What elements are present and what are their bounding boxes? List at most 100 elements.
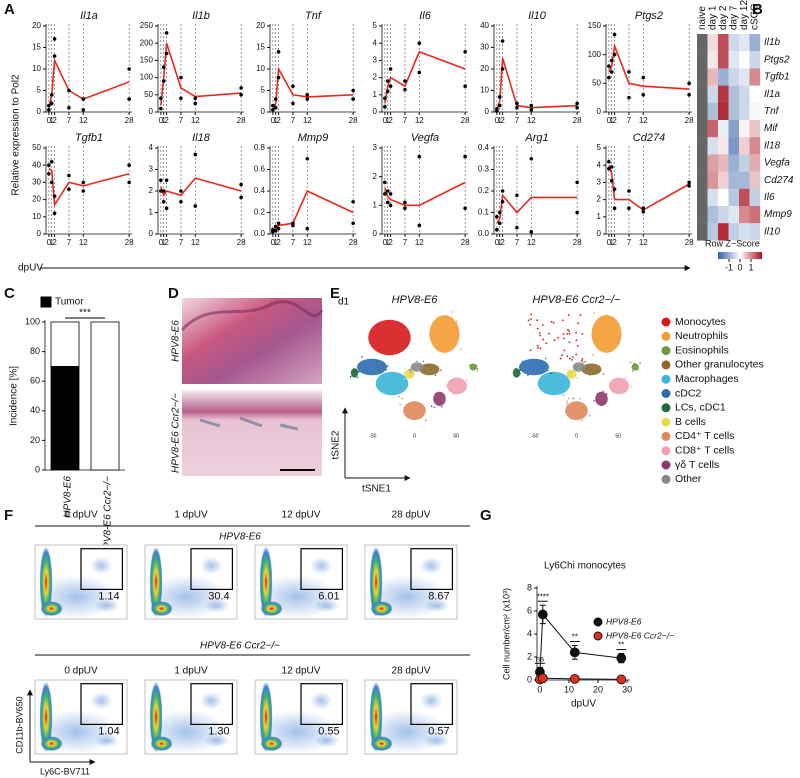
group-title: HPV8-E6 xyxy=(219,532,261,543)
cell-dot xyxy=(596,392,599,395)
cell-dot xyxy=(564,368,566,371)
cell-dot xyxy=(590,368,593,371)
legend-marker xyxy=(661,474,671,484)
legend-label: CD8⁺ T cells xyxy=(675,444,734,456)
significance-label: ** xyxy=(572,633,578,642)
heatmap-cell xyxy=(749,85,761,103)
data-point xyxy=(271,103,275,108)
cell-dot xyxy=(633,362,636,365)
legend-marker xyxy=(661,317,671,327)
data-point xyxy=(67,173,71,178)
x-tick-label: 0 xyxy=(159,116,164,125)
y-tick-label: 2 xyxy=(149,186,154,195)
density-blob xyxy=(313,734,340,748)
panel-label: G xyxy=(480,507,492,524)
x-tick-label: 0 xyxy=(271,116,276,125)
density-column xyxy=(149,546,163,618)
cell-dot xyxy=(583,361,585,363)
panel-label: F xyxy=(4,507,13,524)
y-tick-label: 100 xyxy=(25,316,40,326)
y-tick-label: 1 xyxy=(597,212,602,221)
data-point xyxy=(305,226,310,231)
x-axis-title: dpUV xyxy=(571,699,596,710)
data-point xyxy=(575,101,579,106)
data-point xyxy=(529,103,534,108)
data-point xyxy=(569,673,580,684)
cell-dot xyxy=(471,364,473,367)
legend-marker xyxy=(661,460,671,470)
cell-dot xyxy=(537,347,539,349)
plot-title: 12 dpUV xyxy=(282,510,321,521)
cell-dot xyxy=(567,397,570,400)
y-tick-label: 20 xyxy=(30,435,40,445)
cell-dot xyxy=(629,361,632,364)
heatmap-cell xyxy=(707,34,719,52)
column-label: naive xyxy=(697,6,708,30)
y-tick-label: 0.1 xyxy=(478,208,490,217)
data-point xyxy=(612,32,617,37)
gate-value: 0.55 xyxy=(318,726,339,738)
x-tick-label: 7 xyxy=(627,116,632,125)
x-tick-label: HPV8-E6 Ccr2−/− xyxy=(103,476,114,556)
cell-dot xyxy=(579,397,582,400)
cell-dot xyxy=(371,370,373,372)
cell-dot xyxy=(460,348,462,350)
density-blob xyxy=(40,601,63,617)
x-tick-label: 50 xyxy=(615,433,621,439)
tissue-texture xyxy=(180,300,324,332)
gate xyxy=(190,548,234,591)
x-tick-label: 0 xyxy=(575,433,578,439)
row-label: Vegfa xyxy=(764,158,790,169)
cluster xyxy=(404,369,415,379)
bar-segment xyxy=(90,321,120,471)
y-tick-label: 0 xyxy=(597,229,602,238)
cell-dot xyxy=(401,338,403,340)
axis-line xyxy=(157,24,244,113)
x-tick-label: 2 xyxy=(52,116,57,125)
plot-title: HPV8-E6 Ccr2−/− xyxy=(532,294,621,306)
cell-dot xyxy=(550,382,553,384)
cell-dot xyxy=(596,340,599,342)
cell-dot xyxy=(398,342,401,345)
y-tick-label: 50 xyxy=(32,143,41,152)
x-axis-title: tSNE1 xyxy=(362,484,391,495)
heatmap-cell xyxy=(718,188,729,207)
cell-dot xyxy=(571,356,574,359)
data-point xyxy=(239,195,243,200)
data-point xyxy=(500,189,505,193)
row-label: Tnf xyxy=(764,106,780,117)
cell-dot xyxy=(626,387,628,389)
heatmap-cell xyxy=(728,137,740,155)
y-tick-label: 5 xyxy=(597,143,602,152)
cluster xyxy=(609,377,629,395)
y-tick-label: 1 xyxy=(149,208,154,217)
x-tick-label: 0 xyxy=(495,116,500,125)
heatmap-cell xyxy=(697,120,708,138)
data-point xyxy=(463,84,467,88)
x-tick-label: 12 xyxy=(303,116,312,125)
heatmap-cell xyxy=(718,68,729,86)
data-point xyxy=(276,226,281,231)
mean-line xyxy=(496,58,578,111)
data-point xyxy=(641,209,646,214)
heatmap-cell xyxy=(749,102,761,121)
cell-dot xyxy=(594,369,597,372)
gate-population xyxy=(420,691,443,710)
histology-image xyxy=(182,298,322,384)
data-point xyxy=(641,75,646,80)
x-tick-label: 7 xyxy=(179,116,184,125)
y-tick-label: 0.2 xyxy=(254,208,266,217)
y-tick-label: 0.4 xyxy=(254,186,266,195)
x-tick-label: 2 xyxy=(164,116,169,125)
cell-dot xyxy=(538,332,541,334)
y-tick-label: 0.4 xyxy=(478,143,490,152)
data-point xyxy=(403,79,407,83)
y-tick-label: 1 xyxy=(373,90,378,99)
data-point xyxy=(383,192,387,196)
y-axis-title: CD11b-BV650 xyxy=(14,696,24,753)
density-blob xyxy=(203,734,230,748)
legend-label: LCs, cDC1 xyxy=(675,402,726,414)
data-point xyxy=(276,50,281,54)
data-point xyxy=(612,187,617,192)
data-point xyxy=(612,206,617,210)
